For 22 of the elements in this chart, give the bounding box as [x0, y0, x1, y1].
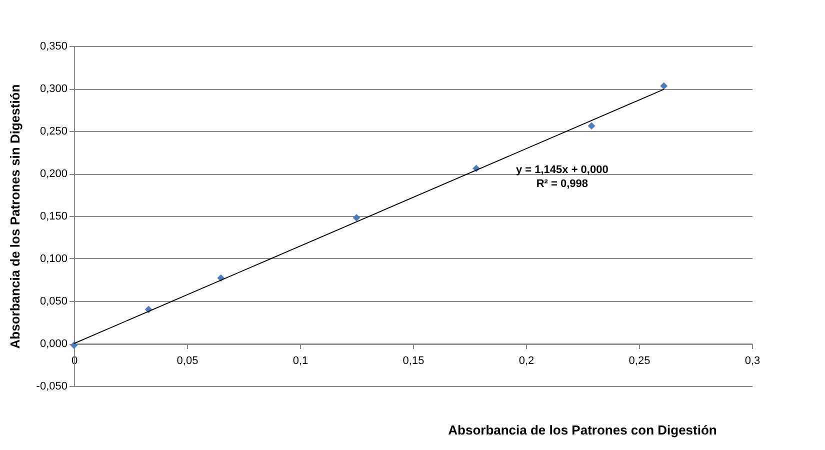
x-tick-label: 0,1: [292, 355, 308, 367]
y-tick-label: 0,150: [40, 210, 68, 222]
annotation: R² = 0,998: [536, 178, 588, 190]
y-tick-label: 0,200: [40, 168, 68, 180]
x-tick-label: 0,15: [402, 355, 424, 367]
point: [660, 82, 668, 90]
y-tick-label: 0,250: [40, 126, 68, 138]
annotation: y = 1,145x + 0,000: [516, 164, 608, 176]
x-axis-title: Absorbancia de los Patrones con Digestión: [448, 422, 717, 438]
y-tick-label: 0,350: [40, 40, 68, 52]
y-axis-title: Absorbancia de los Patrones sin Digestión: [7, 84, 22, 349]
x-tick-label: 0,2: [518, 355, 534, 367]
y-tick-label: 0,100: [40, 253, 68, 265]
y-tick-label: 0,050: [40, 296, 68, 308]
x-tick-label: 0,25: [628, 355, 650, 367]
x-tick-label: 0,3: [744, 355, 760, 367]
point: [352, 214, 360, 222]
y-tick-label: 0,000: [40, 338, 68, 350]
point: [588, 122, 596, 130]
y-tick-label: 0,300: [40, 83, 68, 95]
y-tick-label: -0,050: [36, 380, 68, 392]
x-tick-label: 0,05: [176, 355, 198, 367]
